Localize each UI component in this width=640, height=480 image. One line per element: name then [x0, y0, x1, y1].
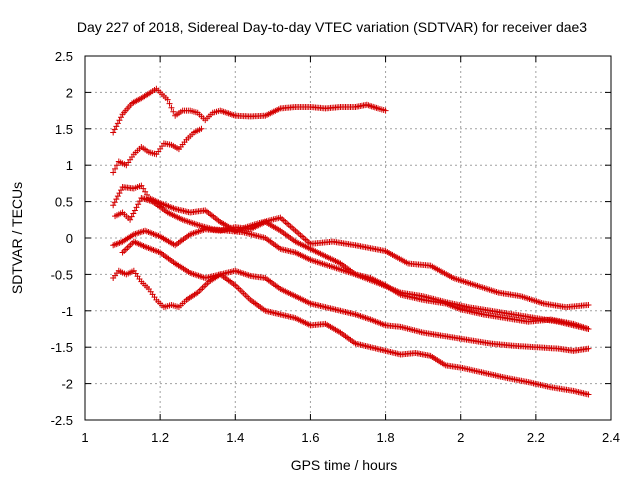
data-point	[113, 123, 120, 130]
data-point	[168, 104, 175, 111]
data-point	[585, 345, 592, 352]
x-tick-label: 1.2	[151, 430, 169, 445]
data-point	[116, 117, 123, 124]
data-point	[133, 204, 140, 211]
y-tick-label: 2	[66, 85, 73, 100]
data-point	[164, 96, 171, 103]
data-points	[110, 85, 592, 398]
x-tick-label: 2	[457, 430, 464, 445]
x-tick-labels: 1 1.2 1.4 1.6 1.8 2 2.2 2.4	[81, 430, 620, 445]
data-point	[110, 129, 117, 136]
data-point	[585, 326, 592, 332]
chart-title: Day 227 of 2018, Sidereal Day-to-day VTE…	[77, 19, 587, 35]
data-point	[114, 193, 121, 200]
data-point	[112, 165, 119, 172]
y-tick-label: -1	[61, 304, 73, 319]
series-track-2	[110, 125, 205, 176]
y-tick-labels: -2.5 -2 -1.5 -1 -0.5 0 0.5 1 1.5 2 2.5	[51, 49, 73, 428]
data-point	[140, 185, 147, 192]
data-point	[138, 182, 145, 189]
data-point	[118, 114, 125, 121]
data-point	[116, 190, 123, 197]
data-point	[111, 199, 118, 206]
data-point	[131, 207, 138, 214]
data-point	[130, 210, 137, 217]
series-track-upper	[110, 85, 389, 136]
data-point	[113, 162, 120, 169]
x-tick-label: 1.8	[377, 430, 395, 445]
y-tick-label: -0.5	[51, 267, 73, 282]
data-point	[136, 198, 143, 205]
data-point	[142, 188, 149, 195]
data-point	[110, 169, 117, 176]
series-track-6	[119, 238, 592, 354]
y-tick-label: 1.5	[55, 122, 73, 137]
data-point	[128, 213, 135, 220]
x-axis-label: GPS time / hours	[291, 457, 398, 473]
y-tick-label: 0	[66, 231, 73, 246]
y-axis-label: SDTVAR / TECUs	[9, 182, 25, 294]
x-tick-label: 1.6	[301, 430, 319, 445]
data-point	[110, 202, 117, 209]
data-point	[585, 301, 592, 308]
y-tick-label: 0.5	[55, 195, 73, 210]
data-point	[114, 120, 121, 127]
data-point	[118, 187, 125, 194]
y-tick-label: -2.5	[51, 413, 73, 428]
data-point	[135, 201, 142, 208]
x-tick-label: 2.2	[527, 430, 545, 445]
data-point	[166, 100, 173, 107]
data-point	[382, 107, 389, 114]
data-point	[143, 191, 150, 198]
y-tick-label: -2	[61, 377, 73, 392]
plot-frame	[84, 55, 612, 421]
data-point	[127, 216, 134, 223]
series-track-3	[110, 182, 592, 311]
y-tick-label: 2.5	[55, 49, 73, 64]
series-track-5	[110, 218, 592, 332]
data-point	[170, 108, 177, 115]
x-tick-label: 1.4	[226, 430, 244, 445]
data-point	[198, 125, 205, 132]
series-track-lower	[110, 267, 592, 398]
y-tick-label: 1	[66, 158, 73, 173]
y-tick-label: -1.5	[51, 340, 73, 355]
x-tick-label: 1	[81, 430, 88, 445]
x-tick-label: 2.4	[602, 430, 620, 445]
data-point	[113, 196, 120, 203]
data-point	[111, 126, 118, 133]
data-point	[585, 391, 592, 398]
